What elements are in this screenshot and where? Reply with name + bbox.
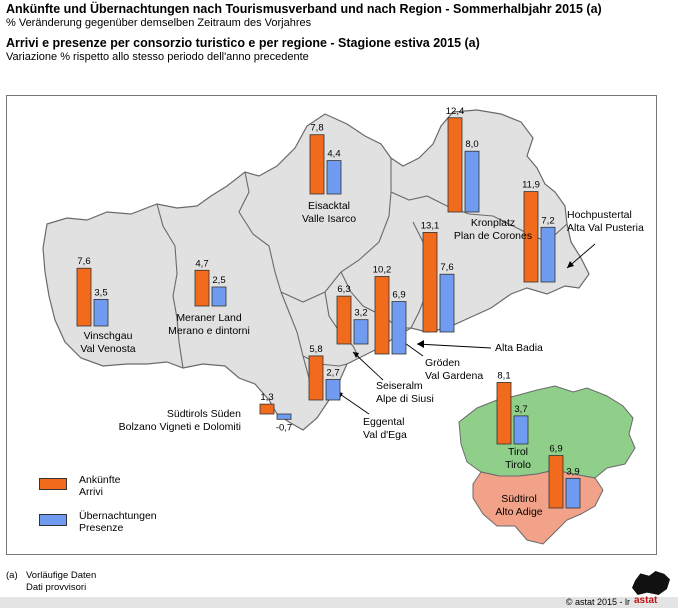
- district-0-bar-arrivals: [76, 267, 92, 327]
- legend-swatch-arrivals: [39, 478, 67, 490]
- border-vinschgau: [156, 203, 184, 369]
- astat-logo-mark: [632, 571, 670, 595]
- district-3-bar-nights: [464, 150, 480, 213]
- district-0-bar-nights: [93, 298, 109, 327]
- district-5-bar-arrivals: [422, 232, 438, 333]
- legend-label-nights: Übernachtungen Presenze: [79, 510, 157, 534]
- region-name-altabadia: Alta Badia: [495, 342, 543, 354]
- district-5-label-arrivals: 13,1: [421, 220, 440, 231]
- district-2-label-nights: 4,4: [327, 149, 340, 160]
- region-0-label-arrivals: 8,1: [497, 370, 510, 381]
- district-9-bar-nights: [276, 413, 292, 420]
- region-name-sued: Südtirols Süden Bolzano Vigneti e Dolomit…: [118, 408, 241, 433]
- region-1-bar-nights: [565, 477, 581, 509]
- district-4-bar-arrivals: [523, 191, 539, 283]
- district-6-label-arrivals: 10,2: [373, 264, 392, 275]
- footnote-marker: (a): [6, 570, 18, 581]
- footnote-it: Dati provvisori: [26, 582, 87, 593]
- title-de: Ankünfte und Übernachtungen nach Tourism…: [6, 2, 602, 16]
- district-4-bar-nights: [540, 226, 556, 283]
- subtitle-it: Variazione % rispetto allo stesso period…: [6, 51, 309, 63]
- region-name-groeden: Gröden Val Gardena: [425, 357, 484, 382]
- map-chart: 7,6 3,5 4,7 2,5 7,8 4,4 12,4 8,0 11,9 7,2 13,1 7,6 1…: [42, 106, 636, 545]
- district-7-bar-nights: [353, 319, 369, 345]
- district-9-label-arrivals: 1,3: [260, 392, 273, 403]
- district-5-bar-nights: [439, 273, 455, 333]
- district-7-label-nights: 3,2: [354, 308, 367, 319]
- district-8-bar-arrivals: [308, 355, 324, 401]
- district-6-bar-arrivals: [374, 276, 390, 355]
- legend: Ankünfte Arrivi Übernachtungen Presenze: [39, 474, 199, 538]
- district-4-label-arrivals: 11,9: [522, 180, 540, 191]
- district-2-bar-nights: [326, 160, 342, 195]
- title-it: Arrivi e presenze per consorzio turistic…: [6, 36, 480, 50]
- district-9-label-nights: -0,7: [276, 422, 292, 433]
- district-3-bar-arrivals: [447, 117, 463, 213]
- region-name-hochpustertal: Hochpustertal Alta Val Pusteria: [567, 209, 644, 234]
- region-1-label-arrivals: 6,9: [549, 444, 562, 455]
- district-2-label-arrivals: 7,8: [310, 123, 323, 134]
- region-name-vinschgau: Vinschgau Val Venosta: [80, 330, 136, 355]
- border-meran-eisack: [238, 158, 392, 303]
- district-1-label-arrivals: 4,7: [195, 258, 208, 269]
- region-1-label-nights: 3,9: [566, 466, 579, 477]
- region-0-bar-arrivals: [496, 382, 512, 445]
- footer-bar: [0, 597, 678, 608]
- district-3-label-arrivals: 12,4: [446, 106, 465, 117]
- region-0-label-nights: 3,7: [514, 404, 527, 415]
- legend-swatch-nights: [39, 514, 67, 526]
- footnote-de: Vorläufige Daten: [26, 570, 97, 581]
- district-0-label-nights: 3,5: [94, 287, 107, 298]
- district-1-bar-nights: [211, 286, 227, 307]
- district-3-label-nights: 8,0: [465, 139, 478, 150]
- district-6-label-nights: 6,9: [392, 290, 405, 301]
- tirol-region: [458, 385, 636, 479]
- district-8-label-nights: 2,7: [326, 367, 339, 378]
- district-7-label-arrivals: 6,3: [337, 284, 350, 295]
- district-5-label-nights: 7,6: [440, 262, 453, 273]
- region-0-bar-nights: [513, 415, 529, 445]
- astat-logo-text: astat: [634, 595, 658, 606]
- district-6-bar-nights: [391, 301, 407, 355]
- district-4-label-nights: 7,2: [541, 215, 554, 226]
- region-name-kronplatz: Kronplatz Plan de Corones: [453, 217, 533, 242]
- region-name-suedtirol: Südtirol Alto Adige: [495, 493, 543, 518]
- astat-logo: astat: [632, 571, 670, 607]
- district-1-label-nights: 2,5: [212, 275, 225, 286]
- copyright: © astat 2015 - lr: [565, 597, 630, 607]
- district-8-bar-nights: [325, 379, 341, 401]
- district-0-label-arrivals: 7,6: [77, 256, 90, 267]
- subtitle-de: % Veränderung gegenüber demselben Zeitra…: [6, 17, 312, 29]
- district-1-bar-arrivals: [194, 269, 210, 307]
- map-frame: 7,6 3,5 4,7 2,5 7,8 4,4 12,4 8,0 11,9 7,2 13,1 7,6 1…: [6, 95, 657, 555]
- district-7-bar-arrivals: [336, 295, 352, 345]
- region-name-seiser: Seiseralm Alpe di Siusi: [376, 380, 434, 405]
- region-name-meran: Meraner Land Merano e dintorni: [168, 312, 250, 337]
- district-8-label-arrivals: 5,8: [309, 344, 322, 355]
- region-name-tirol: Tirol Tirolo: [505, 446, 531, 471]
- region-name-eisack: Eisacktal Valle Isarco: [301, 200, 357, 225]
- district-2-bar-arrivals: [309, 134, 325, 195]
- legend-label-arrivals: Ankünfte Arrivi: [79, 474, 121, 498]
- region-name-egg: Eggental Val d'Ega: [363, 416, 407, 441]
- region-1-bar-arrivals: [548, 455, 564, 509]
- district-9-bar-arrivals: [259, 403, 275, 415]
